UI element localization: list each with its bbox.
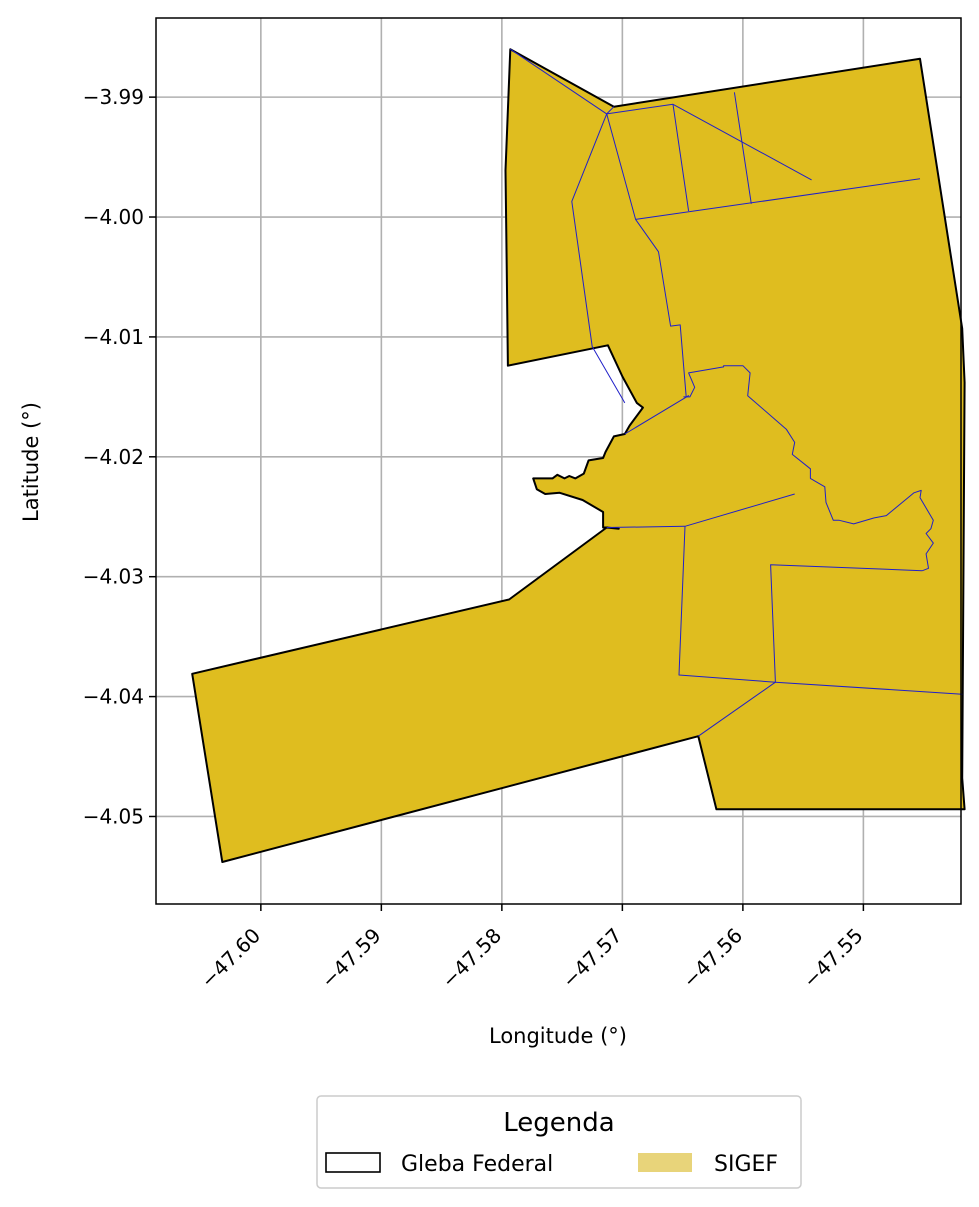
y-tick-label-0: −3.99 xyxy=(83,85,144,109)
legend-label-gleba-federal: Gleba Federal xyxy=(401,1152,553,1177)
legend: Legenda Gleba Federal SIGEF xyxy=(316,1095,802,1189)
y-tick-label-4: −4.03 xyxy=(83,565,144,589)
sigef-parcel-boundary-1 xyxy=(606,106,615,115)
sigef-parcel-boundary-6 xyxy=(606,113,934,572)
map-layers xyxy=(191,48,966,863)
legend-label-sigef: SIGEF xyxy=(714,1152,778,1177)
y-tick-label-6: −4.05 xyxy=(83,804,144,828)
sigef-parcel-boundary-12 xyxy=(698,681,776,737)
sigef-parcel-boundary-11 xyxy=(775,681,963,695)
sigef-parcel-boundary-0 xyxy=(510,48,607,115)
legend-swatch-sigef xyxy=(638,1153,692,1172)
y-tick-label-5: −4.04 xyxy=(83,685,144,709)
y-tick-label-3: −4.02 xyxy=(83,445,144,469)
x-axis-label: Longitude (°) xyxy=(489,1024,627,1048)
legend-title: Legenda xyxy=(503,1108,614,1138)
sigef-parcel-boundary-4 xyxy=(733,92,752,204)
legend-swatch-gleba-federal xyxy=(325,1152,381,1173)
gleba-federal-polygon xyxy=(191,48,966,863)
sigef-parcel-boundary-3 xyxy=(672,104,690,212)
plot-frame xyxy=(155,17,962,905)
sigef-parcel-boundary-8 xyxy=(624,395,690,435)
sigef-parcel-boundary-7 xyxy=(635,178,921,220)
y-tick-label-2: −4.01 xyxy=(83,325,144,349)
y-axis-label: Latitude (°) xyxy=(19,402,43,522)
y-tick-label-1: −4.00 xyxy=(83,205,144,229)
sigef-parcel-boundary-5 xyxy=(571,113,626,404)
